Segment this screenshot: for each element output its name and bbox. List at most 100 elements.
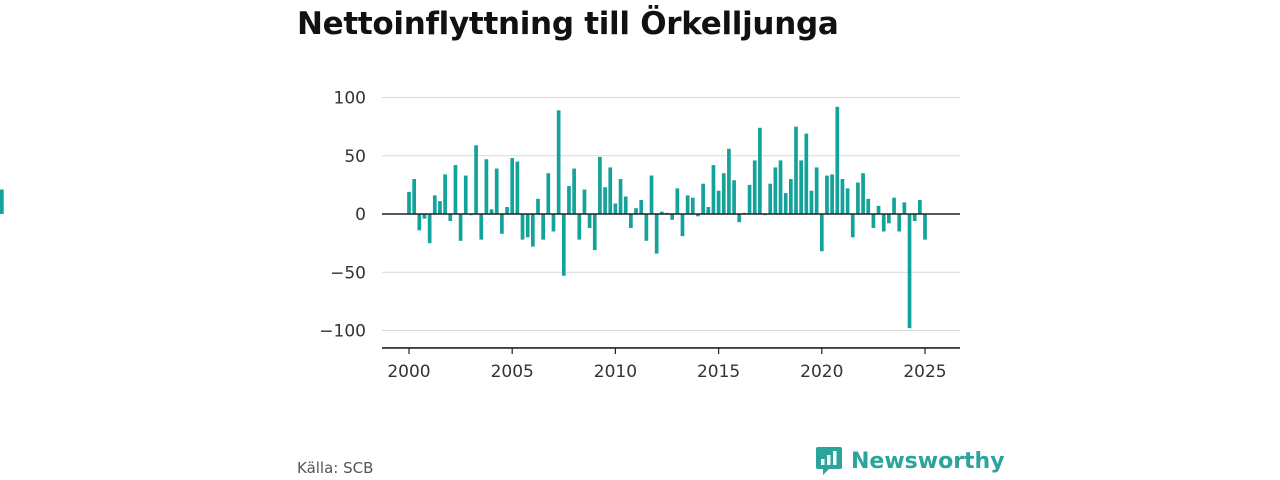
bar [881,214,886,232]
y-tick-label: 50 [344,147,366,167]
bar [515,161,520,214]
bar [541,214,546,240]
x-tick-label: 2005 [491,362,534,382]
x-tick-label: 2015 [697,362,740,382]
bar [639,200,644,214]
bar [897,214,902,232]
bar [530,214,535,247]
bar [505,207,509,214]
y-axis-labels: 100 50 0 −50 −100 [319,89,366,342]
x-axis-ticks: 2000 2005 2010 2015 2020 2025 [387,347,947,382]
bar [747,184,752,215]
bar [680,214,685,237]
bar [840,179,845,214]
bar [561,214,566,276]
bar [634,208,638,214]
bar [458,214,463,241]
bar [489,209,494,214]
bar [0,189,4,214]
bar [783,193,788,214]
bar [644,214,649,241]
y-tick-label: −50 [330,263,366,283]
brand-logo: Newsworthy [815,446,1005,476]
bar [567,186,571,214]
brand-name: Newsworthy [851,448,1005,474]
bar [438,201,442,214]
bar [696,214,700,217]
bar [721,173,726,214]
bar [510,158,515,214]
y-tick-label: 100 [334,89,366,109]
x-tick-label: 2010 [594,362,637,382]
chart-title: Nettoinflyttning till Örkelljunga [297,6,839,42]
bar [727,148,731,214]
x-tick-label: 2025 [903,362,946,382]
bar [856,182,860,214]
bar [484,159,489,214]
bar [629,214,633,228]
x-tick-label: 2020 [800,362,843,382]
bar [773,167,778,214]
bar [819,214,824,252]
bar [453,165,458,214]
x-tick-label: 2000 [387,362,430,382]
bar [536,198,540,214]
bar [778,160,783,214]
bar [799,160,804,214]
bar [618,179,623,214]
bar [804,133,809,214]
bar [887,214,891,224]
bar [592,214,597,251]
bar [556,110,561,214]
bar [659,211,664,214]
bar [866,198,871,214]
bar [850,214,855,238]
bar [902,202,907,214]
bar [474,145,478,214]
bar [912,214,917,221]
bar [427,214,432,244]
bar [422,214,427,219]
bar [623,196,628,214]
bar [814,167,819,214]
y-tick-label: −100 [319,322,366,342]
bar [582,189,587,214]
y-tick-label: 0 [355,205,366,225]
bar [711,165,716,214]
bar [923,214,927,240]
bar [861,173,865,214]
bar [825,175,829,214]
bar [835,106,840,214]
bar [794,126,798,215]
bar [577,214,582,240]
bar [706,207,711,214]
bar [598,156,602,214]
bar [572,168,576,214]
bar [587,214,592,228]
bar [432,195,437,214]
bar [701,183,705,214]
bar [412,179,417,214]
bar-chart-speech-bubble-icon [816,447,842,475]
bar [758,127,762,214]
bar [788,179,793,214]
bar [443,174,447,214]
bar [876,205,881,214]
bar [917,200,922,214]
bar [670,214,675,220]
bar [546,173,551,214]
bar [649,175,654,214]
bar [654,214,659,254]
bar [685,195,690,214]
grid-lines [382,97,960,331]
bar [871,214,876,228]
bar [675,188,680,214]
bar [845,188,850,214]
bar [520,214,525,240]
bar [479,214,484,240]
bar [892,197,896,214]
bar-chart: 100 50 0 −50 −100 2000 2005 2010 2015 2020 2025 [0,89,960,382]
bar [551,214,556,232]
bar [448,214,453,221]
bar [500,214,504,234]
